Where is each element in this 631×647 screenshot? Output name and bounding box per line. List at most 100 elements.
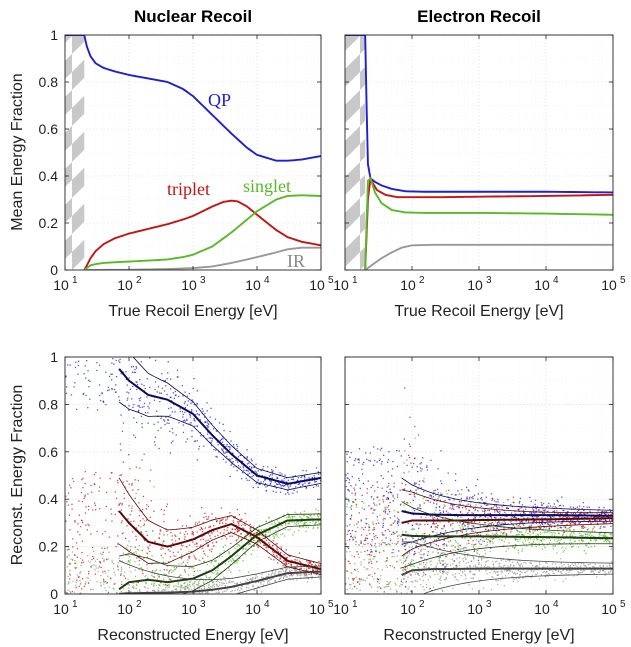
point	[198, 521, 200, 523]
point	[129, 566, 131, 569]
point	[411, 571, 414, 573]
point	[318, 575, 320, 578]
point	[413, 565, 415, 567]
point	[423, 553, 425, 555]
point	[293, 521, 295, 523]
point	[438, 515, 440, 517]
point	[564, 527, 567, 529]
point	[352, 501, 354, 503]
point	[298, 483, 300, 485]
point	[413, 554, 415, 556]
point	[305, 516, 308, 518]
point	[84, 365, 86, 367]
point	[565, 535, 567, 537]
point	[456, 521, 458, 524]
point	[88, 505, 90, 507]
point	[138, 564, 140, 566]
point	[457, 490, 459, 492]
point	[515, 520, 517, 522]
point	[345, 583, 347, 585]
point	[494, 534, 496, 536]
point	[573, 575, 575, 577]
point	[293, 531, 295, 533]
point	[152, 576, 154, 578]
point	[503, 585, 506, 587]
point	[460, 497, 463, 500]
point	[216, 441, 218, 443]
point	[222, 451, 224, 453]
point	[604, 571, 606, 573]
point	[609, 508, 611, 511]
point	[531, 574, 533, 576]
point	[586, 506, 588, 508]
point	[239, 590, 241, 592]
point	[271, 573, 273, 575]
point	[535, 508, 538, 510]
point	[610, 533, 612, 535]
point	[172, 590, 174, 592]
point	[187, 559, 189, 561]
point	[438, 560, 440, 562]
point	[456, 532, 458, 534]
point	[374, 504, 376, 506]
point	[441, 493, 443, 495]
point	[418, 563, 421, 565]
point	[98, 364, 101, 366]
point	[569, 566, 572, 568]
point	[256, 544, 258, 546]
point	[554, 510, 556, 512]
point	[151, 572, 153, 574]
point	[439, 577, 442, 579]
point	[517, 539, 519, 541]
point	[289, 575, 291, 577]
point	[442, 590, 444, 592]
point	[600, 511, 602, 513]
point	[129, 549, 131, 551]
point	[472, 573, 474, 575]
point	[412, 513, 415, 516]
point	[493, 571, 495, 573]
point	[211, 440, 213, 442]
point	[435, 566, 437, 568]
point	[501, 508, 503, 511]
point	[396, 496, 399, 498]
point	[270, 558, 272, 560]
point	[162, 578, 165, 580]
point	[298, 520, 300, 523]
point	[501, 576, 503, 578]
point	[550, 523, 552, 526]
point	[216, 585, 218, 587]
point	[74, 520, 76, 522]
point	[388, 583, 390, 586]
point	[268, 542, 270, 544]
point	[215, 570, 217, 572]
point	[217, 567, 219, 569]
point	[411, 559, 413, 561]
point	[207, 533, 210, 535]
point	[446, 537, 449, 539]
point	[290, 478, 293, 480]
point	[525, 531, 527, 533]
point	[387, 471, 389, 473]
point	[388, 585, 390, 587]
point	[409, 489, 412, 491]
point	[242, 467, 245, 469]
point	[562, 569, 565, 571]
point	[538, 562, 541, 564]
point	[194, 420, 196, 422]
line-singlet	[83, 194, 321, 270]
point	[108, 586, 110, 588]
point	[186, 579, 188, 582]
point	[211, 532, 213, 534]
point	[172, 432, 174, 434]
point	[546, 565, 549, 568]
point	[487, 509, 489, 512]
point	[462, 507, 464, 509]
point	[526, 570, 528, 572]
point	[534, 573, 537, 576]
point	[222, 582, 224, 585]
point	[408, 443, 411, 445]
point	[452, 507, 454, 509]
point	[119, 502, 121, 504]
point	[271, 474, 274, 476]
